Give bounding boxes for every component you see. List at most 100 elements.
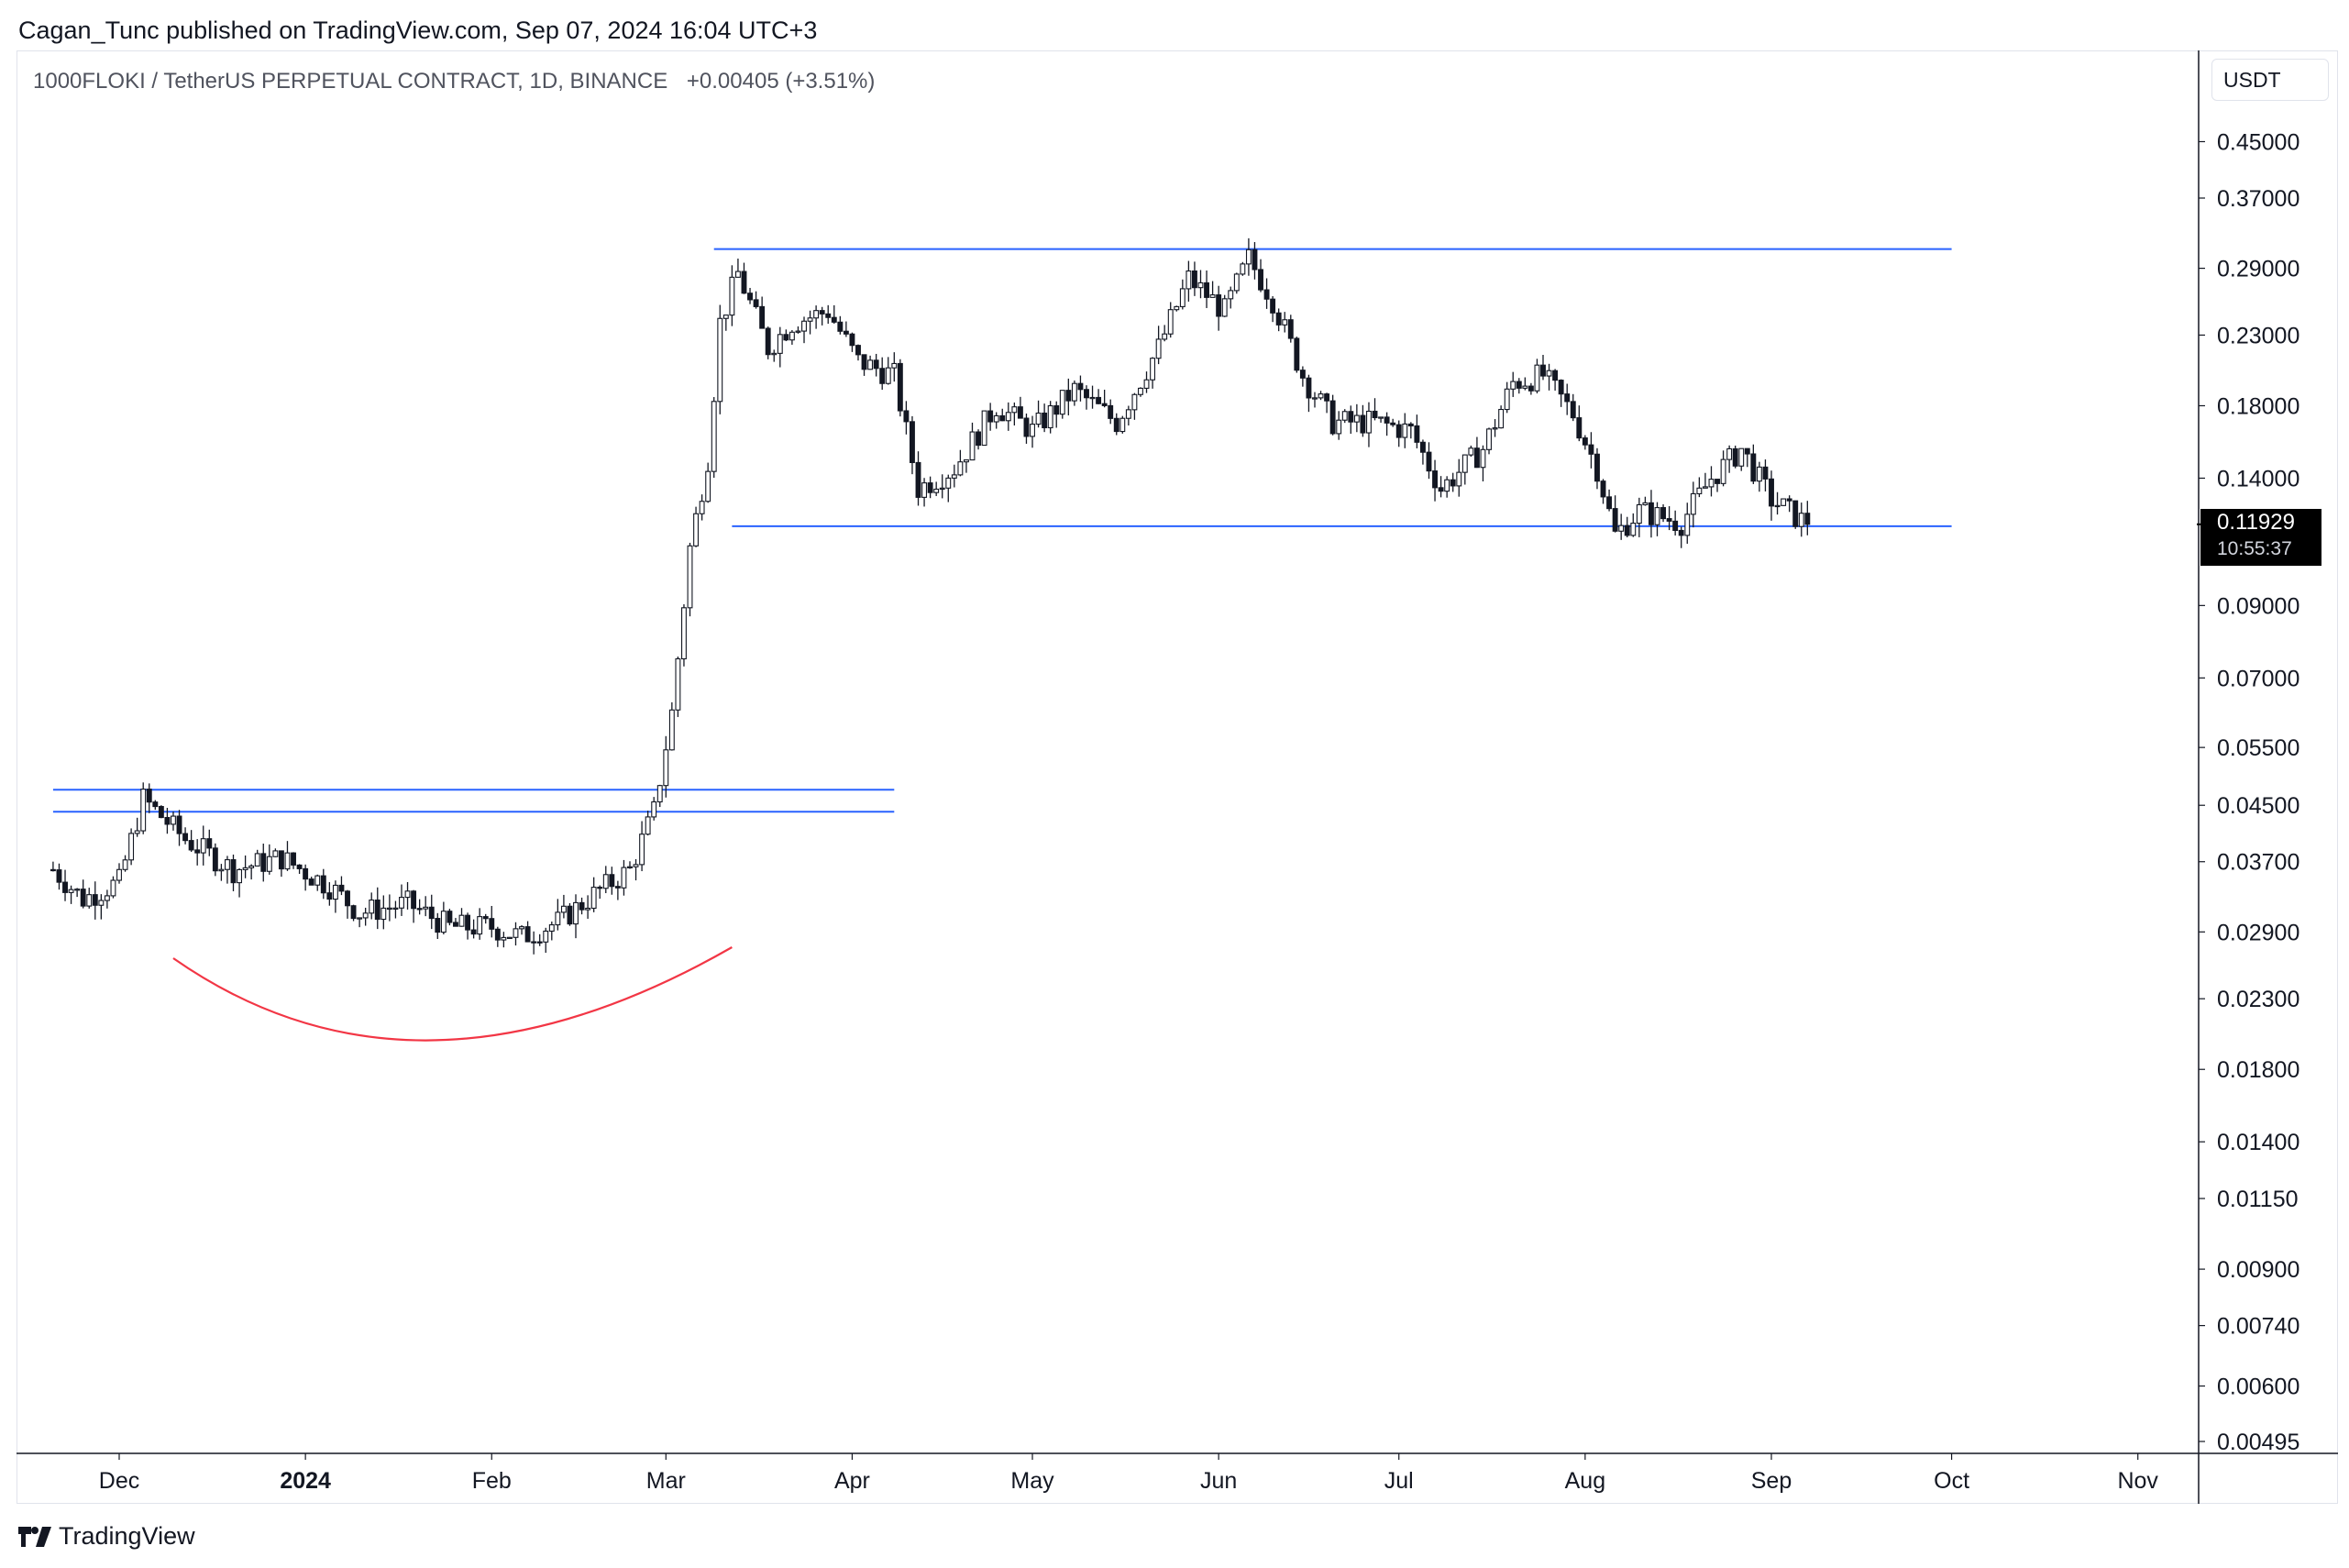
candle-body-2024-04-12 (915, 461, 921, 498)
candle-body-2024-01-11 (362, 912, 369, 919)
candle-body-2024-08-06 (1612, 508, 1618, 532)
candle-body-2024-03-14 (741, 271, 747, 294)
candle-body-2024-01-05 (326, 892, 333, 900)
symbol-change: +0.00405 (+3.51%) (686, 69, 876, 94)
candle-body-2023-12-14 (194, 849, 201, 854)
candle-body-2024-01-12 (369, 900, 375, 914)
candle-body-2024-03-09 (711, 401, 717, 472)
candle-body-2024-07-18 (1498, 408, 1505, 429)
candle-body-2024-07-23 (1527, 385, 1534, 392)
candle-body-2024-03-24 (801, 320, 807, 332)
symbol-title: 1000FLOKI / TetherUS PERPETUAL CONTRACT,… (33, 69, 668, 94)
candle-body-2024-07-11 (1456, 471, 1462, 487)
price-tick-label: 0.00740 (2217, 1314, 2299, 1340)
candle-body-2024-03-08 (705, 470, 711, 502)
candle-body-2023-12-10 (171, 815, 176, 825)
candle-body-2024-05-28 (1191, 270, 1197, 289)
candle-body-2024-05-27 (1186, 270, 1192, 290)
candle-body-2024-05-01 (1030, 424, 1035, 437)
candle-body-2024-09-01 (1769, 478, 1774, 507)
candle-body-2024-05-16 (1119, 417, 1126, 433)
candle-body-2024-06-10 (1270, 298, 1276, 314)
candle-body-2024-04-27 (1005, 412, 1011, 422)
candle-body-2024-05-14 (1108, 404, 1114, 419)
candle-body-2024-08-09 (1630, 523, 1637, 536)
candle-body-2024-07-28 (1558, 380, 1564, 395)
price-tick-label: 0.45000 (2217, 129, 2299, 155)
candle-body-2024-07-01 (1395, 424, 1402, 438)
candle-body-2023-12-24 (254, 853, 260, 867)
candle-body-2024-06-21 (1336, 419, 1342, 435)
candle-body-2024-03-31 (843, 330, 849, 335)
candle-body-2024-07-03 (1407, 423, 1414, 427)
candle-body-2024-06-02 (1221, 298, 1228, 317)
currency-button[interactable]: USDT (2211, 59, 2329, 101)
candle-body-2023-11-30 (110, 879, 116, 897)
candle-body-2024-07-10 (1450, 479, 1456, 487)
candle-body-2024-02-07 (524, 926, 531, 943)
price-tick-label: 0.05500 (2217, 735, 2299, 761)
candle-body-2024-08-29 (1750, 453, 1757, 482)
candle-body-2024-07-27 (1552, 370, 1559, 381)
candle-body-2024-06-19 (1324, 393, 1330, 402)
candle-body-2024-08-10 (1636, 503, 1642, 525)
price-tick-label: 0.00600 (2217, 1375, 2299, 1400)
price-tick-label: 0.03700 (2217, 850, 2299, 876)
tradingview-logo[interactable]: TradingView (18, 1522, 195, 1551)
candle-body-2024-01-06 (332, 884, 338, 900)
candle-body-2024-06-06 (1245, 248, 1252, 265)
candle-body-2024-01-27 (458, 914, 465, 927)
candle-body-2024-05-12 (1096, 396, 1102, 404)
candle-body-2024-02-03 (501, 936, 507, 941)
candle-body-2024-08-23 (1715, 479, 1720, 484)
candle-body-2024-02-28 (651, 801, 657, 818)
price-tick-label: 0.01800 (2217, 1057, 2299, 1083)
candle-body-2024-05-06 (1059, 390, 1065, 415)
time-tick-label: Oct (1934, 1468, 1969, 1494)
candle-body-2024-07-19 (1504, 388, 1510, 411)
candle-body-2023-12-16 (206, 838, 213, 849)
candle-body-2024-06-17 (1312, 397, 1318, 400)
price-tick-label: 0.01400 (2217, 1130, 2299, 1155)
candle-body-2024-05-04 (1047, 404, 1053, 429)
candle-body-2024-07-02 (1402, 423, 1408, 438)
candle-body-2024-04-26 (999, 414, 1006, 422)
candle-body-2024-01-21 (423, 906, 429, 910)
candle-body-2024-07-17 (1492, 427, 1498, 430)
candle-body-2024-01-16 (392, 907, 399, 911)
candle-body-2023-12-17 (212, 847, 218, 872)
rounded-bottom-arc (172, 946, 733, 1042)
candle-body-2024-05-19 (1138, 387, 1143, 395)
candle-body-2024-03-13 (734, 271, 741, 278)
candle-body-2024-09-04 (1786, 498, 1792, 502)
price-tick-label: 0.00900 (2217, 1257, 2299, 1283)
candle-body-2024-02-27 (645, 816, 651, 835)
candle-body-2024-08-13 (1654, 507, 1660, 525)
candle-body-2024-03-28 (825, 313, 832, 318)
candle-body-2024-08-16 (1672, 520, 1679, 532)
candle-body-2024-03-17 (759, 305, 766, 329)
candle-body-2024-01-07 (338, 884, 345, 892)
candle-body-2024-08-22 (1708, 479, 1715, 488)
candle-body-2024-08-18 (1684, 513, 1691, 536)
candle-body-2024-07-08 (1438, 487, 1444, 492)
tradingview-logo-icon (18, 1526, 51, 1547)
candle-body-2024-05-18 (1131, 393, 1138, 411)
candle-body-2024-03-11 (722, 315, 729, 319)
time-tick-label: Jun (1200, 1468, 1237, 1494)
candle-body-2023-12-09 (164, 816, 171, 825)
candle-body-2024-06-13 (1287, 319, 1294, 339)
candle-body-2024-09-07 (1804, 513, 1811, 525)
candle-body-2023-11-27 (92, 894, 98, 906)
candle-body-2024-04-03 (861, 354, 867, 370)
candle-body-2023-12-13 (188, 840, 194, 851)
candle-body-2024-07-13 (1468, 447, 1474, 456)
candle-body-2024-02-22 (614, 886, 621, 889)
candle-body-2024-04-18 (951, 474, 957, 479)
candle-body-2024-08-15 (1666, 518, 1672, 522)
candle-body-2024-02-02 (494, 928, 501, 941)
candle-body-2023-12-21 (237, 868, 243, 884)
candle-body-2024-03-05 (687, 545, 693, 609)
candle-body-2024-06-07 (1252, 248, 1258, 271)
